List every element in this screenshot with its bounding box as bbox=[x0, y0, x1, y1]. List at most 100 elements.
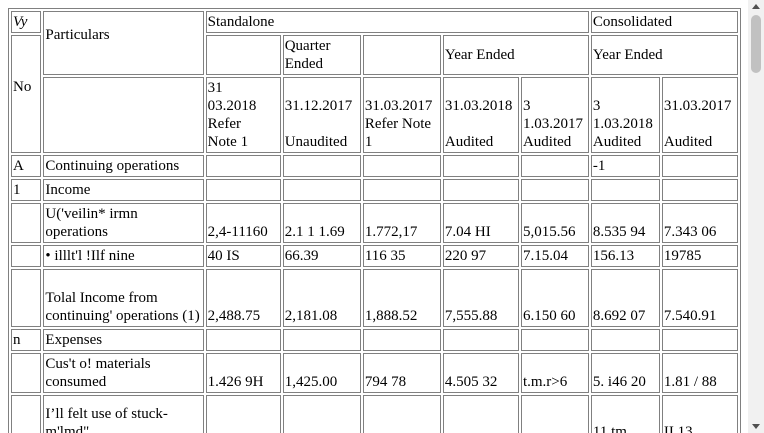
value-cell bbox=[205, 329, 281, 351]
scroll-down[interactable] bbox=[752, 424, 760, 429]
period-line: Unaudited bbox=[284, 134, 348, 150]
particulars-text: U('veilin* irmn operations bbox=[45, 206, 138, 240]
value-cell: 7.540.91 bbox=[661, 269, 738, 327]
header-cell bbox=[43, 77, 204, 153]
row-number-cell: A bbox=[11, 155, 42, 177]
period-line: 31.03.2017 bbox=[364, 98, 433, 114]
cell-text: 2,4-11160 bbox=[207, 224, 268, 240]
value-cell: 5,015.56 bbox=[520, 203, 589, 243]
table-row: A Continuing operations -1 bbox=[11, 155, 738, 177]
scroll-up[interactable] bbox=[752, 4, 760, 9]
value-cell bbox=[661, 155, 738, 177]
table-row: Cus't o! materials consumed 1.426 9H 1,425… bbox=[11, 353, 738, 393]
value-cell: 1.426 9H bbox=[205, 353, 281, 393]
value-cell: 116 35 bbox=[362, 245, 441, 267]
cell-text: 7,555.88 bbox=[444, 308, 498, 324]
cell-text: 7.04 HI bbox=[444, 224, 491, 240]
value-cell: 7.15.04 bbox=[520, 245, 589, 267]
quarter-ended-cell: Quarter Ended bbox=[282, 35, 361, 75]
period-line: 3 bbox=[592, 98, 601, 114]
value-cell bbox=[520, 179, 589, 201]
consolidated-cell: Consolidated bbox=[590, 11, 738, 33]
scrollbar[interactable] bbox=[748, 0, 764, 433]
cell-text: n bbox=[13, 332, 21, 348]
cell-text: 794 78 bbox=[364, 374, 407, 390]
cell-text: II 13 bbox=[663, 424, 693, 433]
particulars-text: • illlt'l !Ilf nine bbox=[45, 248, 135, 264]
value-cell: II 13 bbox=[661, 395, 738, 433]
value-cell bbox=[282, 395, 361, 433]
particulars-cell: • illlt'l !Ilf nine bbox=[43, 245, 204, 267]
particulars-text: Cus't o! materials consumed bbox=[45, 356, 151, 390]
particulars-cell: U('veilin* irmn operations bbox=[43, 203, 204, 243]
value-cell: 156.13 bbox=[590, 245, 660, 267]
value-cell bbox=[442, 395, 519, 433]
value-cell bbox=[661, 329, 738, 351]
row-number-cell bbox=[11, 269, 42, 327]
table-row: • illlt'l !Ilf nine 40 IS 66.39 116 35 220 9… bbox=[11, 245, 738, 267]
value-cell bbox=[362, 155, 441, 177]
cell-text: 2.1 1 1.69 bbox=[284, 224, 345, 240]
particulars-cell: Income bbox=[43, 179, 204, 201]
particulars-cell: Tolal Income from continuing' operations… bbox=[43, 269, 204, 327]
cell-text: 1,425.00 bbox=[284, 374, 338, 390]
value-cell bbox=[442, 329, 519, 351]
value-cell bbox=[282, 329, 361, 351]
particulars-text: Expenses bbox=[45, 332, 103, 348]
particulars-text: Continuing operations bbox=[45, 158, 180, 174]
cell-text: 66.39 bbox=[284, 248, 319, 264]
period-line: 31.12.2017 bbox=[284, 98, 353, 114]
scroll-thumb[interactable] bbox=[751, 15, 761, 73]
table-row: 1 Income bbox=[11, 179, 738, 201]
corner-text: Vy bbox=[13, 14, 28, 30]
table-body: Vy Particulars Standalone Consolidated N… bbox=[11, 11, 738, 433]
period-line: 1 bbox=[364, 134, 373, 150]
value-cell bbox=[520, 329, 589, 351]
particulars-text: Tolal Income from continuing' operations… bbox=[45, 290, 200, 324]
value-cell bbox=[590, 329, 660, 351]
particulars-cell: Expenses bbox=[43, 329, 204, 351]
row-number-cell bbox=[11, 245, 42, 267]
cell-text: 7.15.04 bbox=[522, 248, 568, 264]
value-cell bbox=[362, 395, 441, 433]
table-row: U('veilin* irmn operations 2,4-11160 2.1 1… bbox=[11, 203, 738, 243]
value-cell: 1,888.52 bbox=[362, 269, 441, 327]
value-cell bbox=[205, 179, 281, 201]
period-line: Audited bbox=[592, 134, 642, 150]
cell-text: -1 bbox=[592, 158, 606, 174]
cell-text: 8.692 07 bbox=[592, 308, 646, 324]
value-cell bbox=[590, 179, 660, 201]
period-line: 3 bbox=[522, 98, 531, 114]
cell-text: 1.426 9H bbox=[207, 374, 264, 390]
cell-text: 1.81 / 88 bbox=[663, 374, 717, 390]
value-cell: 5. i46 20 bbox=[590, 353, 660, 393]
table-row: n Expenses bbox=[11, 329, 738, 351]
standalone-cell: Standalone bbox=[205, 11, 589, 33]
value-cell bbox=[520, 395, 589, 433]
value-cell: 7.04 HI bbox=[442, 203, 519, 243]
cell-text: 7.540.91 bbox=[663, 308, 717, 324]
period-cell: 31.03.2017 Audited bbox=[661, 77, 738, 153]
particulars-cell: Particulars bbox=[43, 11, 204, 75]
value-cell: 1.81 / 88 bbox=[661, 353, 738, 393]
row-number-cell bbox=[11, 203, 42, 243]
period-row: 31 03.2018 Refer Note 1 31.12.2017 Unaudited 3… bbox=[11, 77, 738, 153]
value-cell: 11 tm bbox=[590, 395, 660, 433]
value-cell: 220 97 bbox=[442, 245, 519, 267]
cell-text: 8.535 94 bbox=[592, 224, 646, 240]
row-number-cell: 1 bbox=[11, 179, 42, 201]
cell-text: 1,888.52 bbox=[364, 308, 418, 324]
period-line: 03.2018 bbox=[207, 98, 257, 114]
period-line: 1.03.2017 bbox=[522, 116, 583, 132]
period-line: 31.03.2017 bbox=[663, 98, 732, 114]
cell-text: 2,488.75 bbox=[207, 308, 261, 324]
viewport: Vy Particulars Standalone Consolidated N… bbox=[8, 8, 741, 433]
table-row: Tolal Income from continuing' operations… bbox=[11, 269, 738, 327]
period-cell: 31 03.2018 Refer Note 1 bbox=[205, 77, 281, 153]
value-cell bbox=[520, 155, 589, 177]
value-cell bbox=[362, 329, 441, 351]
